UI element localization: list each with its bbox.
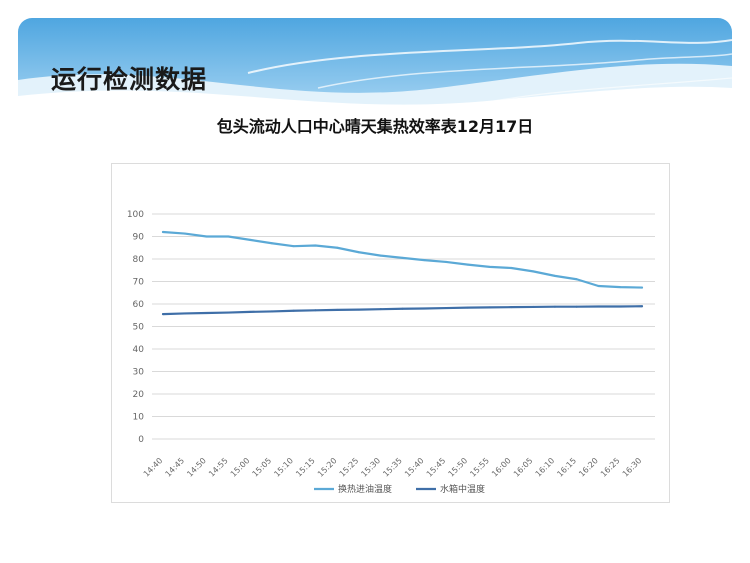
data-point-s1-19 — [575, 278, 578, 281]
data-point-s2-9 — [357, 308, 360, 311]
data-point-s2-12 — [423, 307, 426, 310]
x-tick-label-1605: 16:05 — [512, 456, 535, 479]
chart-panel: 0 10 20 30 40 50 60 70 80 90 100 14:40 14:45 14:50 14:… — [111, 163, 670, 503]
y-tick-label-90: 90 — [133, 233, 145, 243]
header-banner — [18, 18, 732, 115]
data-point-s2-16 — [510, 306, 513, 309]
x-tick-label-1600: 16:00 — [490, 456, 513, 479]
x-tick-label-1630: 16:30 — [621, 456, 644, 479]
x-tick-label-1615: 16:15 — [555, 456, 578, 479]
series-line-2 — [161, 305, 644, 316]
data-point-s1-2 — [205, 235, 208, 238]
x-tick-label-1620: 16:20 — [577, 456, 600, 479]
x-tick-label-1520: 15:20 — [316, 456, 339, 479]
y-tick-label-30: 30 — [133, 368, 145, 378]
data-point-s1-22 — [641, 286, 643, 289]
data-point-s1-17 — [532, 270, 535, 273]
data-point-s2-0 — [162, 313, 164, 316]
data-point-s2-5 — [270, 310, 273, 313]
data-point-s2-14 — [466, 306, 469, 309]
x-tick-label-1625: 16:25 — [599, 456, 622, 479]
data-point-s1-10 — [379, 254, 382, 257]
y-tick-label-40: 40 — [133, 345, 145, 355]
x-tick-label-1515: 15:15 — [294, 456, 317, 479]
data-point-s1-11 — [401, 256, 404, 259]
data-point-s2-22 — [641, 305, 643, 308]
data-point-s2-3 — [227, 311, 230, 314]
data-point-s1-7 — [314, 244, 317, 247]
x-tick-label-1535: 15:35 — [381, 456, 404, 479]
data-point-s2-13 — [445, 307, 448, 310]
data-point-s1-15 — [488, 265, 491, 268]
x-tick-label-1510: 15:10 — [272, 456, 295, 479]
x-tick-label-1610: 16:10 — [534, 456, 557, 479]
data-point-s2-18 — [553, 305, 556, 308]
x-tick-label-1445: 14:45 — [164, 456, 187, 479]
data-point-s2-11 — [401, 307, 404, 310]
series-line-1 — [161, 230, 644, 289]
data-point-s1-16 — [510, 267, 513, 269]
x-tick-label-1555: 15:55 — [468, 456, 491, 479]
data-point-s1-5 — [270, 242, 273, 245]
data-point-s2-2 — [205, 312, 208, 314]
y-tick-label-50: 50 — [133, 323, 145, 333]
data-point-s2-1 — [183, 312, 186, 315]
data-point-s1-12 — [423, 259, 426, 262]
x-tick-label-1450: 14:50 — [185, 456, 208, 479]
x-tick-label-1500: 15:00 — [229, 456, 252, 479]
data-point-s1-6 — [292, 245, 295, 248]
x-tick-label-1440: 14:40 — [142, 456, 165, 479]
data-point-s2-17 — [532, 305, 535, 308]
x-tick-label-1550: 15:50 — [447, 456, 470, 479]
data-point-s1-13 — [445, 260, 448, 263]
y-tick-label-20: 20 — [133, 390, 145, 400]
data-point-s2-21 — [619, 305, 622, 308]
data-point-s2-20 — [597, 305, 600, 308]
y-tick-label-0: 0 — [138, 435, 144, 445]
y-tick-label-100: 100 — [127, 210, 144, 220]
chart-title: 包头流动人口中心晴天集热效率表12月17日 — [216, 117, 534, 136]
data-point-s1-18 — [553, 274, 556, 277]
legend-label-2: 水箱中温度 — [440, 483, 485, 495]
x-tick-label-1455: 14:55 — [207, 456, 230, 479]
y-tick-label-70: 70 — [133, 278, 145, 288]
data-point-s2-7 — [314, 309, 317, 312]
data-point-s1-3 — [227, 235, 230, 238]
data-point-s2-6 — [292, 309, 295, 312]
line-chart: 0 10 20 30 40 50 60 70 80 90 100 14:40 14:45 14:50 14:… — [127, 210, 655, 495]
x-tick-label-1525: 15:25 — [338, 456, 361, 479]
data-point-s2-8 — [336, 308, 339, 311]
x-tick-label-1540: 15:40 — [403, 456, 426, 479]
data-point-s2-15 — [488, 306, 491, 309]
y-tick-label-80: 80 — [133, 255, 145, 265]
data-point-s1-0 — [162, 231, 164, 233]
slide-title: 运行检测数据 — [51, 65, 208, 94]
data-point-s1-1 — [183, 232, 186, 235]
x-tick-label-1545: 15:45 — [425, 456, 448, 479]
data-point-s1-21 — [619, 286, 622, 289]
data-point-s1-14 — [466, 263, 469, 266]
data-point-s1-4 — [249, 238, 252, 241]
x-tick-label-1530: 15:30 — [359, 456, 382, 479]
y-tick-label-60: 60 — [133, 300, 145, 310]
data-point-s2-4 — [249, 310, 252, 313]
data-point-s2-10 — [379, 308, 382, 311]
data-point-s1-20 — [597, 285, 600, 287]
legend-label-1: 换热进油温度 — [338, 483, 392, 495]
y-tick-label-10: 10 — [133, 413, 145, 423]
x-tick-label-1505: 15:05 — [251, 456, 274, 479]
data-point-s1-9 — [357, 251, 360, 254]
data-point-s2-19 — [575, 305, 578, 308]
data-point-s1-8 — [336, 246, 339, 249]
